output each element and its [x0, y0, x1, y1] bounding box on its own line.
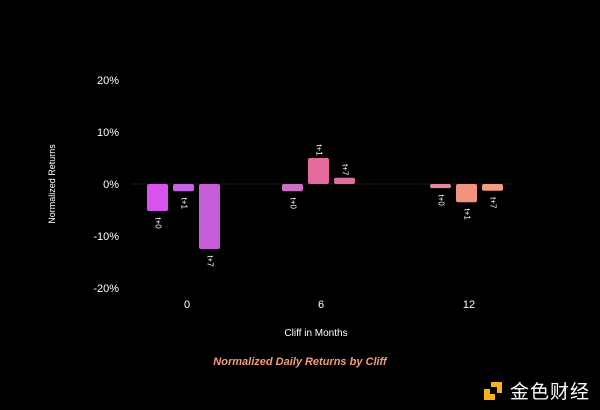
bar [147, 184, 168, 212]
watermark-text: 金色财经 [509, 381, 590, 403]
x-tick-label: 0 [184, 299, 190, 311]
x-tick-label: 12 [463, 299, 475, 311]
bar-data-label: t+7 [205, 255, 214, 267]
bar-data-label: t+0 [288, 198, 297, 210]
bar [282, 184, 303, 192]
bar-data-label: t+1 [179, 198, 188, 210]
x-axis-label: Cliff in Months [284, 328, 347, 339]
bar [199, 184, 220, 249]
y-axis-label: Normalized Returns [47, 144, 57, 224]
bar-data-label: t+1 [314, 144, 323, 156]
bar [482, 184, 503, 191]
bar [173, 184, 194, 192]
watermark: 金色财经 [482, 377, 590, 404]
bar-data-label: t+1 [462, 209, 471, 221]
y-tick-label: -10% [93, 231, 119, 243]
y-tick-label: -20% [93, 283, 119, 295]
bar-data-label: t+7 [488, 197, 497, 209]
bar [430, 184, 451, 189]
bar-data-label: t+0 [153, 217, 162, 229]
y-tick-label: 20% [97, 75, 119, 87]
bar [308, 158, 329, 184]
y-tick-label: 0% [103, 179, 119, 191]
bar-data-label: t+0 [436, 194, 445, 206]
bar-data-label: t+7 [340, 164, 349, 176]
bar [334, 177, 355, 184]
golden-finance-logo-icon [483, 381, 502, 400]
chart-caption: Normalized Daily Returns by Cliff [213, 356, 387, 368]
y-tick-label: 10% [97, 127, 119, 139]
x-tick-label: 6 [318, 299, 324, 311]
bar [456, 184, 477, 203]
